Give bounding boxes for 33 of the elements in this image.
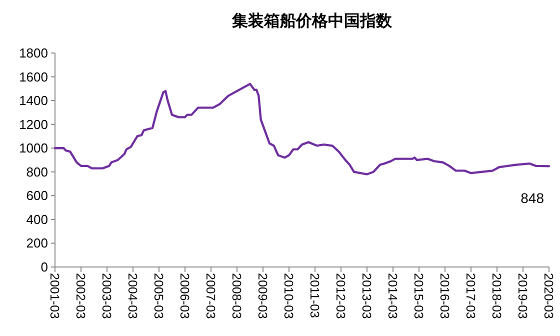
y-tick-label: 1600 xyxy=(19,69,48,84)
x-tick-label: 2019-03 xyxy=(516,273,530,319)
x-tick-label: 2020-03 xyxy=(542,273,556,319)
x-tick-label: 2012-03 xyxy=(334,273,348,319)
x-tick-label: 2007-03 xyxy=(204,273,218,319)
x-tick-label: 2008-03 xyxy=(230,273,244,319)
y-tick-label: 1800 xyxy=(19,46,48,60)
x-tick-label: 2011-03 xyxy=(308,273,322,318)
y-tick-label: 1400 xyxy=(19,93,48,108)
x-tick-label: 2017-03 xyxy=(464,273,478,319)
x-tick-label: 2016-03 xyxy=(438,273,452,319)
chart-title: 集装箱船价格中国指数 xyxy=(231,12,393,30)
x-tick-label: 2004-03 xyxy=(126,273,140,319)
x-tick-label: 2005-03 xyxy=(152,273,166,319)
x-tick-label: 2015-03 xyxy=(412,273,426,319)
x-tick-label: 2001-03 xyxy=(48,273,62,319)
x-tick-label: 2010-03 xyxy=(282,273,296,319)
x-tick-label: 2018-03 xyxy=(490,273,504,319)
y-tick-label: 1000 xyxy=(19,140,48,156)
y-tick-label: 400 xyxy=(26,212,48,227)
annotation: 848 xyxy=(520,190,544,206)
y-tick-label: 1200 xyxy=(19,116,48,132)
y-tick-label: 600 xyxy=(26,188,48,204)
y-tick-label: 800 xyxy=(26,164,48,180)
x-tick-label: 2002-03 xyxy=(74,273,88,319)
x-tick-label: 2006-03 xyxy=(178,273,192,319)
x-tick-label: 2014-03 xyxy=(386,273,400,319)
x-tick-label: 2009-03 xyxy=(256,273,270,319)
x-tick-label: 2013-03 xyxy=(360,273,374,319)
y-tick-label: 0 xyxy=(40,260,48,274)
y-tick-label: 200 xyxy=(26,236,48,251)
line-series xyxy=(54,82,550,176)
x-tick-label: 2003-03 xyxy=(100,273,114,319)
